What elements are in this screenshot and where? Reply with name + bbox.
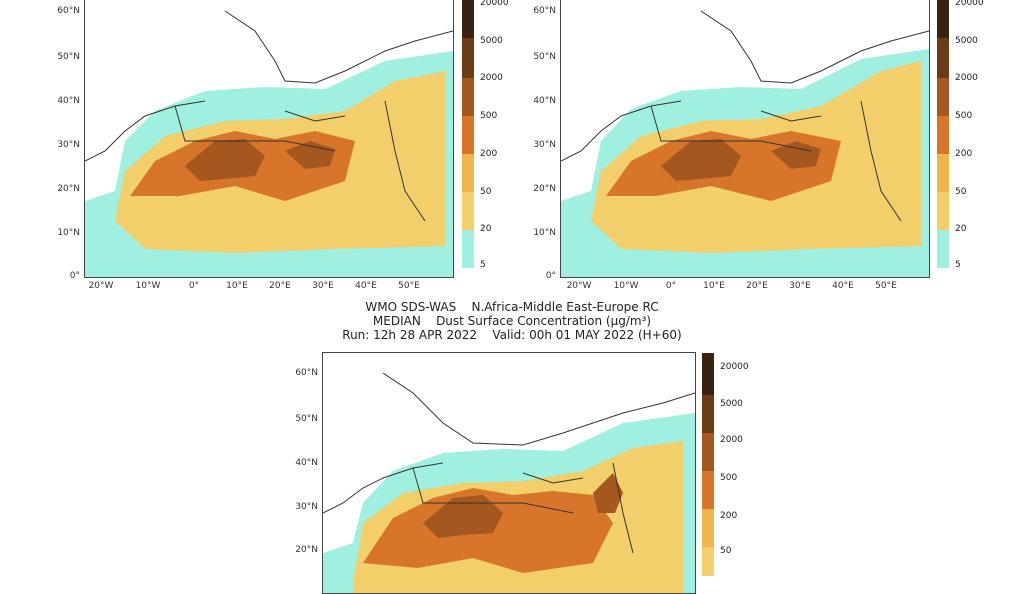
lat-label: 20°N [533, 184, 556, 194]
lat-label: 50°N [57, 52, 80, 62]
lon-label: 10°W [135, 281, 161, 291]
figure-title: WMO SDS-WAS N.Africa-Middle East-Europe … [0, 300, 1024, 342]
lon-label: 20°E [746, 281, 768, 291]
lat-label: 30°N [533, 140, 556, 150]
colorbar-label: 5 [955, 260, 961, 270]
colorbar-label: 50 [955, 187, 967, 197]
lon-label: 0° [665, 281, 677, 291]
lat-label: 40°N [533, 96, 556, 106]
colorbar-segment [702, 353, 714, 395]
colorbar-segment [702, 471, 714, 509]
colorbar-segment [702, 547, 714, 576]
coastline [561, 10, 929, 222]
colorbar-label: 5000 [480, 36, 503, 46]
colorbar-segment [462, 230, 474, 268]
colorbar-label: 20000 [480, 0, 509, 8]
coastline [323, 372, 695, 554]
colorbar-label: 20 [955, 224, 967, 234]
lon-label: 0° [188, 281, 200, 291]
colorbar: 20000 5000 2000 500 200 50 20 5 [462, 0, 522, 276]
colorbar-label: 2000 [480, 73, 503, 83]
colorbar-segment [462, 116, 474, 154]
colorbar-segment [462, 0, 474, 38]
lon-label: 50°E [398, 281, 420, 291]
colorbar-label: 500 [480, 111, 498, 121]
colorbar-label: 2000 [955, 73, 978, 83]
colorbar-segment [702, 433, 714, 471]
lon-label: 20°W [566, 281, 592, 291]
lon-label: 10°E [226, 281, 248, 291]
lat-label: 0° [69, 271, 80, 281]
coastline [85, 10, 453, 222]
lat-label: 10°N [533, 228, 556, 238]
lat-label: 50°N [533, 52, 556, 62]
lat-label: 60°N [57, 6, 80, 16]
lat-label: 20°N [295, 545, 318, 555]
map-frame [322, 352, 696, 594]
colorbar-label: 20000 [955, 0, 984, 8]
colorbar-label: 20 [480, 224, 492, 234]
lon-label: 30°E [789, 281, 811, 291]
dust-map [561, 10, 929, 277]
colorbar-segment [702, 509, 714, 547]
lat-label: 60°N [533, 6, 556, 16]
colorbar-label: 200 [955, 149, 973, 159]
lat-label: 30°N [57, 140, 80, 150]
lat-label: 0° [545, 271, 556, 281]
colorbar-segment [937, 38, 949, 78]
colorbar-segment [937, 116, 949, 154]
colorbar-segment [462, 192, 474, 230]
lon-label: 40°E [355, 281, 377, 291]
title-line-3: Run: 12h 28 APR 2022 Valid: 00h 01 MAY 2… [342, 328, 682, 342]
lat-label: 30°N [295, 502, 318, 512]
title-line-2: MEDIAN Dust Surface Concentration (µg/m³… [372, 314, 652, 328]
map-frame [84, 0, 454, 278]
lon-label: 50°E [875, 281, 897, 291]
dust-area [185, 139, 335, 181]
colorbar-label: 5000 [720, 399, 743, 409]
lat-label: 10°N [57, 228, 80, 238]
colorbar-segment [937, 230, 949, 268]
lon-label: 20°W [88, 281, 114, 291]
dust-area [423, 473, 623, 538]
lat-label: 50°N [295, 414, 318, 424]
lon-label: 30°E [312, 281, 334, 291]
colorbar-label: 50 [480, 187, 492, 197]
colorbar-label: 500 [720, 473, 738, 483]
colorbar-segment [937, 192, 949, 230]
lat-label: 60°N [295, 368, 318, 378]
colorbar-label: 200 [480, 149, 498, 159]
colorbar-label: 20000 [720, 362, 749, 372]
dust-area [661, 139, 821, 181]
lon-label: 40°E [832, 281, 854, 291]
lat-label: 40°N [57, 96, 80, 106]
colorbar-label: 2000 [720, 435, 743, 445]
colorbar-segment [462, 78, 474, 116]
colorbar-label: 500 [955, 111, 973, 121]
colorbar-segment [937, 0, 949, 38]
lat-label: 20°N [57, 184, 80, 194]
title-line-1: WMO SDS-WAS N.Africa-Middle East-Europe … [365, 300, 659, 314]
lat-label: 40°N [295, 458, 318, 468]
colorbar: 20000 5000 2000 500 200 50 [702, 353, 762, 576]
lon-label: 20°E [269, 281, 291, 291]
colorbar-segment [462, 154, 474, 192]
colorbar-segment [462, 38, 474, 78]
colorbar-label: 200 [720, 511, 738, 521]
colorbar-label: 50 [720, 546, 732, 556]
map-frame [560, 0, 930, 278]
colorbar: 20000 5000 2000 500 200 50 20 5 [937, 0, 997, 276]
dust-map [85, 10, 453, 277]
colorbar-segment [937, 154, 949, 192]
lon-label: 10°W [613, 281, 639, 291]
dust-map [323, 372, 695, 593]
colorbar-segment [937, 78, 949, 116]
colorbar-segment [702, 395, 714, 433]
lon-label: 10°E [703, 281, 725, 291]
colorbar-label: 5 [480, 260, 486, 270]
colorbar-label: 5000 [955, 36, 978, 46]
